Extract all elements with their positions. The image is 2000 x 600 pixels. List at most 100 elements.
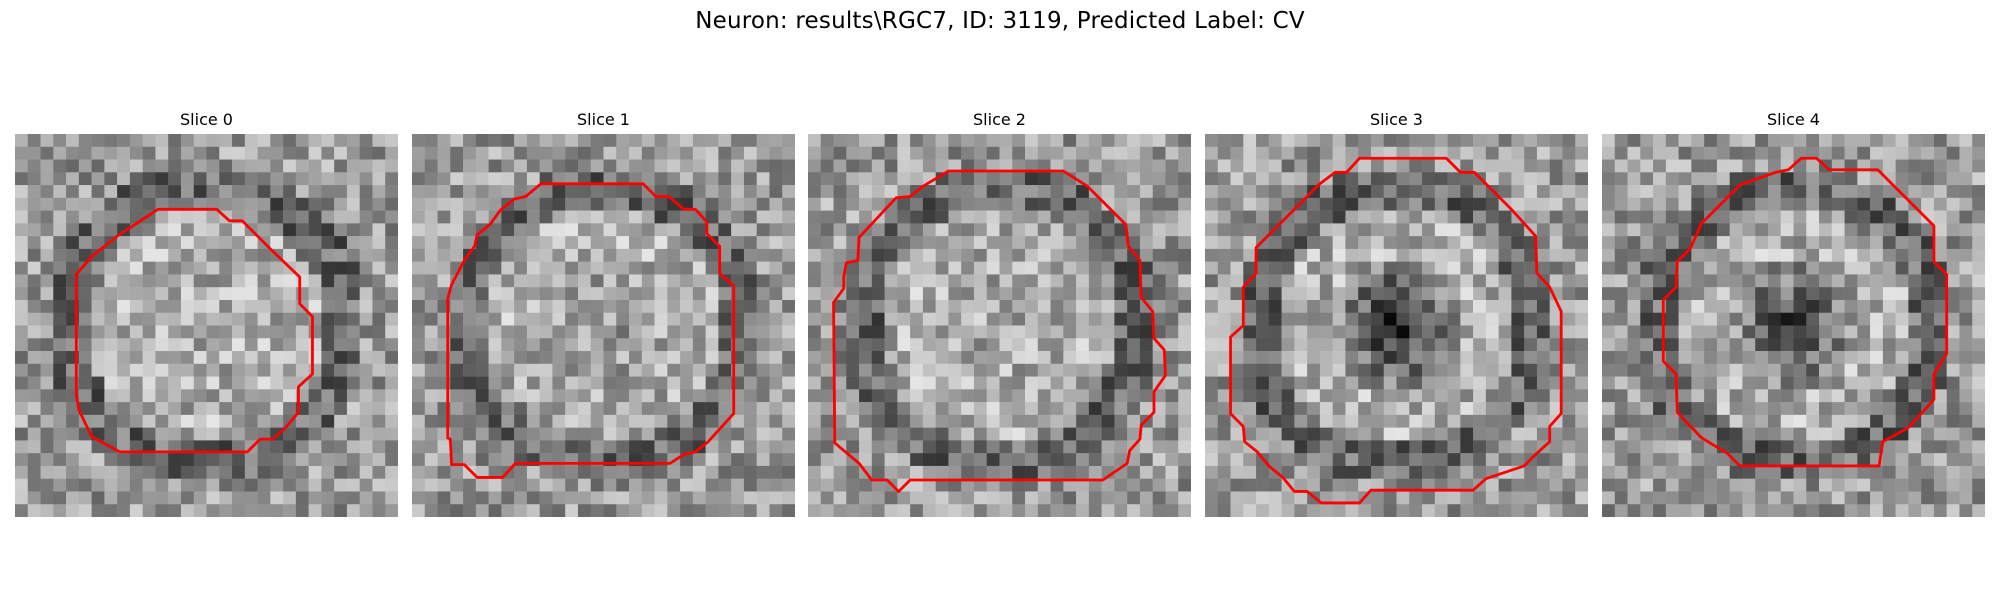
pixel (244, 402, 258, 416)
pixel (1882, 491, 1896, 505)
pixel (15, 287, 29, 301)
pixel (219, 261, 233, 275)
pixel (1627, 389, 1641, 403)
slice-image-3 (1205, 134, 1588, 517)
pixel (1742, 376, 1756, 390)
pixel (1230, 389, 1244, 403)
pixel (1485, 453, 1499, 467)
pixel (1345, 287, 1359, 301)
pixel (219, 504, 233, 517)
pixel (718, 389, 732, 403)
pixel (155, 325, 169, 339)
pixel (142, 478, 156, 492)
pixel (1473, 351, 1487, 365)
pixel (295, 197, 309, 211)
pixel (629, 261, 643, 275)
pixel (1460, 376, 1474, 390)
pixel (680, 185, 694, 199)
segmentation-contour-2 (832, 169, 1167, 493)
pixel (1716, 491, 1730, 505)
pixel (680, 134, 694, 148)
pixel (1012, 159, 1026, 173)
pixel (424, 159, 438, 173)
pixel (1767, 287, 1781, 301)
pixel (155, 146, 169, 160)
pixel (616, 389, 630, 403)
pixel (1895, 172, 1909, 186)
pixel (910, 453, 924, 467)
pixel (78, 261, 92, 275)
pixel (450, 351, 464, 365)
pixel (514, 134, 528, 148)
pixel (1114, 146, 1128, 160)
pixel (1088, 159, 1102, 173)
pixel (1383, 287, 1397, 301)
pixel (244, 248, 258, 262)
pixel (1870, 223, 1884, 237)
pixel (616, 236, 630, 250)
pixel (1485, 402, 1499, 416)
pixel (1933, 146, 1947, 160)
pixel (463, 363, 477, 377)
pixel (372, 325, 386, 339)
pixel (1165, 223, 1179, 237)
pixel (1678, 274, 1692, 288)
pixel (1088, 299, 1102, 313)
pixel (692, 338, 706, 352)
pixel (1447, 478, 1461, 492)
pixel (859, 376, 873, 390)
pixel (463, 236, 477, 250)
pixel (820, 299, 834, 313)
pixel (1549, 172, 1563, 186)
pixel (1217, 414, 1231, 428)
pixel (526, 159, 540, 173)
pixel (321, 363, 335, 377)
pixel (1012, 376, 1026, 390)
pixel (53, 146, 67, 160)
pixel (129, 248, 143, 262)
pixel (244, 299, 258, 313)
pixel (1396, 325, 1410, 339)
pixel (1793, 414, 1807, 428)
pixel (155, 351, 169, 365)
pixel (257, 146, 271, 160)
pixel (1050, 287, 1064, 301)
pixel (1025, 248, 1039, 262)
pixel (948, 351, 962, 365)
pixel (270, 236, 284, 250)
pixel (1256, 274, 1270, 288)
pixel (206, 389, 220, 403)
pixel (705, 185, 719, 199)
pixel (437, 453, 451, 467)
pixel (680, 414, 694, 428)
pixel (1205, 376, 1219, 390)
pixel (1139, 312, 1153, 326)
pixel (1025, 223, 1039, 237)
pixel (1256, 299, 1270, 313)
pixel (91, 159, 105, 173)
pixel (1012, 223, 1026, 237)
pixel (871, 504, 885, 517)
pixel (1933, 504, 1947, 517)
pixel (1473, 236, 1487, 250)
pixel (808, 210, 822, 224)
pixel (1653, 363, 1667, 377)
pixel (219, 287, 233, 301)
figure-title: Neuron: results\RGC7, ID: 3119, Predicte… (695, 8, 1305, 34)
pixel (1012, 338, 1026, 352)
pixel (1178, 465, 1191, 479)
pixel (514, 261, 528, 275)
pixel (935, 440, 949, 454)
pixel (1729, 402, 1743, 416)
pixel (334, 376, 348, 390)
pixel (1114, 338, 1128, 352)
pixel (1819, 440, 1833, 454)
pixel (897, 185, 911, 199)
pixel (1243, 185, 1257, 199)
pixel (667, 325, 681, 339)
pixel (782, 351, 795, 365)
pixel (820, 414, 834, 428)
pixel (1819, 351, 1833, 365)
pixel (1640, 478, 1654, 492)
pixel (1536, 236, 1550, 250)
